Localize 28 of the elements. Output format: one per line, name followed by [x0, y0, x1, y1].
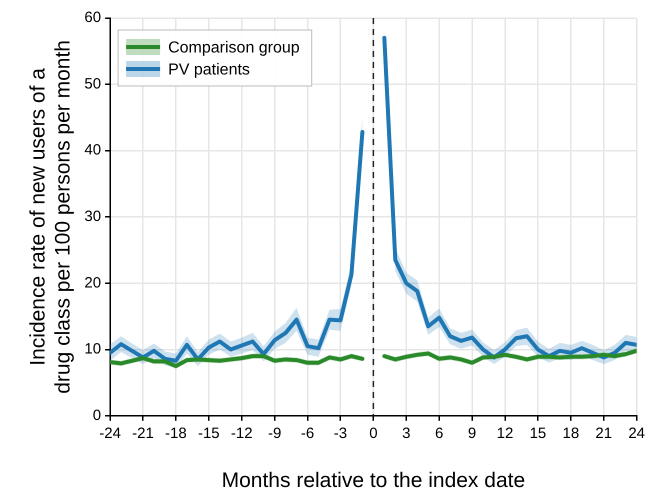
- legend-label: PV patients: [168, 61, 250, 78]
- legend-label: Comparison group: [168, 39, 300, 56]
- x-tick-label: -3: [334, 424, 348, 442]
- x-tick-label: 18: [562, 424, 580, 442]
- x-tick-label: 15: [530, 424, 546, 442]
- y-tick-label: 50: [84, 75, 102, 92]
- x-tick-label: 3: [402, 424, 410, 442]
- x-tick-label: -9: [268, 424, 282, 442]
- x-tick-label: -12: [230, 424, 253, 442]
- x-tick-label: -6: [300, 424, 314, 442]
- x-tick-label: -15: [198, 424, 220, 442]
- y-tick-label: 60: [84, 9, 102, 26]
- y-tick-label: 40: [84, 142, 102, 159]
- x-tick-label: 24: [628, 424, 645, 442]
- y-tick-label: 10: [84, 340, 102, 358]
- x-tick-label: -18: [165, 424, 187, 442]
- x-tick-label: -21: [132, 424, 154, 442]
- y-tick-label: 0: [92, 406, 102, 424]
- x-tick-label: 6: [435, 424, 444, 442]
- x-tick-label: 12: [496, 424, 514, 442]
- x-tick-label: -24: [99, 424, 121, 442]
- y-tick-label: 30: [84, 208, 102, 226]
- x-tick-label: 21: [595, 424, 612, 442]
- y-tick-label: 20: [84, 274, 102, 292]
- x-axis-title: Months relative to the index date: [222, 469, 526, 492]
- x-tick-label: 9: [468, 424, 476, 442]
- y-axis-title: Incidence rate of new users of a drug class per 100 persons per month: [26, 40, 75, 394]
- x-tick-label: 0: [369, 424, 378, 442]
